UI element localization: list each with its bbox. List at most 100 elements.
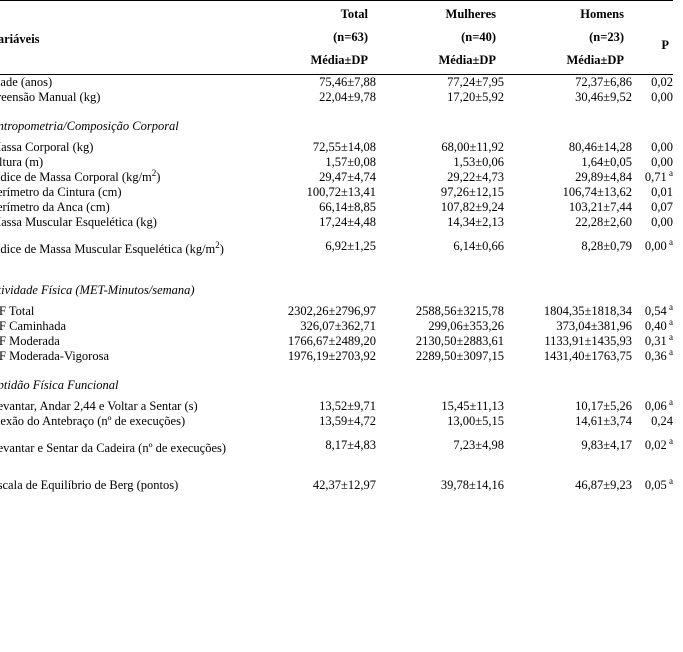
header-variaveis: Variáveis: [0, 32, 40, 47]
row-label: Idade (anos): [0, 75, 52, 89]
cell-mulheres: 14,34±2,13: [447, 215, 504, 229]
table-row: Índice de Massa Muscular Esquelética (kg…: [0, 230, 673, 269]
cell-p: 0,00: [645, 239, 667, 253]
cell-p: 0,00: [651, 90, 673, 104]
row-label: Índice de Massa Corporal (kg/m: [0, 170, 152, 184]
row-label: Massa Corporal (kg): [0, 140, 93, 154]
row-label: Altura (m): [0, 155, 43, 169]
cell-p-sup: a: [667, 475, 673, 485]
row-label: AF Moderada: [0, 334, 60, 348]
cell-p: 0,00: [651, 140, 673, 154]
cell-p-sup: a: [667, 317, 673, 327]
cell-total: 29,47±4,74: [319, 170, 376, 184]
cell-homens: 29,89±4,84: [575, 170, 632, 184]
section-row: Antropometria/Composição Corporal: [0, 105, 673, 140]
header-total-n: (n=63): [333, 30, 368, 45]
table-row: Massa Corporal (kg) 72,55±14,08 68,00±11…: [0, 140, 673, 155]
cell-total: 326,07±362,71: [300, 319, 376, 333]
cell-homens: 9,83±4,17: [581, 438, 632, 452]
header-mulheres-title: Mulheres: [446, 7, 496, 22]
section-title: Atividade Física (MET-Minutos/semana): [0, 283, 195, 297]
cell-mulheres: 15,45±11,13: [441, 399, 504, 413]
cell-mulheres: 6,14±0,66: [453, 239, 504, 253]
cell-p: 0,36: [645, 349, 667, 363]
cell-p-sup: a: [667, 168, 673, 178]
cell-mulheres: 7,23±4,98: [453, 438, 504, 452]
cell-p: 0,02: [645, 438, 667, 452]
table-row: Flexão do Antebraço (nº de execuções) 13…: [0, 414, 673, 429]
row-label: AF Total: [0, 304, 34, 318]
cell-total: 1,57±0,08: [325, 155, 376, 169]
section-title: Aptidão Física Funcional: [0, 378, 118, 392]
cell-total: 6,92±1,25: [325, 239, 376, 253]
row-label: Massa Muscular Esquelética (kg): [0, 215, 157, 229]
cell-p: 0,05: [645, 478, 667, 492]
cell-homens: 106,74±13,62: [563, 185, 632, 199]
cell-homens: 8,28±0,79: [581, 239, 632, 253]
cell-p-sup: a: [667, 302, 673, 312]
table-row: Idade (anos) 75,46±7,88 77,24±7,95 72,37…: [0, 75, 673, 91]
row-label: Perímetro da Anca (cm): [0, 200, 110, 214]
table-row: Altura (m) 1,57±0,08 1,53±0,06 1,64±0,05…: [0, 155, 673, 170]
row-label: AF Caminhada: [0, 319, 66, 333]
row-label: Flexão do Antebraço (nº de execuções): [0, 414, 185, 428]
cell-p: 0,00: [651, 215, 673, 229]
cell-mulheres: 77,24±7,95: [447, 75, 504, 89]
table-row: Índice de Massa Corporal (kg/m2) 29,47±4…: [0, 170, 673, 185]
cell-mulheres: 1,53±0,06: [453, 155, 504, 169]
cell-mulheres: 2130,50±2883,61: [416, 334, 504, 348]
cell-total: 13,52±9,71: [319, 399, 376, 413]
header-homens-title: Homens: [580, 7, 624, 22]
row-label: AF Moderada-Vigorosa: [0, 349, 109, 363]
header-mulheres-stat: Média±DP: [438, 53, 496, 68]
cell-p-sup: a: [667, 397, 673, 407]
cell-homens: 72,37±6,86: [575, 75, 632, 89]
table-row: Preensão Manual (kg) 22,04±9,78 17,20±5,…: [0, 90, 673, 105]
cell-p: 0,40: [645, 319, 667, 333]
cell-homens: 22,28±2,60: [575, 215, 632, 229]
cell-total: 2302,26±2796,97: [288, 304, 376, 318]
row-label-tail: ): [220, 242, 224, 256]
row-label-tail: ): [156, 170, 160, 184]
row-label: Levantar, Andar 2,44 e Voltar a Sentar (…: [0, 399, 198, 413]
cell-total: 8,17±4,83: [325, 438, 376, 452]
table-row: AF Moderada 1766,67±2489,20 2130,50±2883…: [0, 334, 673, 349]
cell-p: 0,24: [651, 414, 673, 428]
table-row: Massa Muscular Esquelética (kg) 17,24±4,…: [0, 215, 673, 230]
cell-total: 1976,19±2703,92: [288, 349, 376, 363]
table-row: Perímetro da Anca (cm) 66,14±8,85 107,82…: [0, 200, 673, 215]
table-row: AF Moderada-Vigorosa 1976,19±2703,92 228…: [0, 349, 673, 364]
table-row: AF Total 2302,26±2796,97 2588,56±3215,78…: [0, 304, 673, 319]
cell-p-sup: a: [667, 237, 673, 247]
cell-homens: 1,64±0,05: [581, 155, 632, 169]
cell-mulheres: 29,22±4,73: [447, 170, 504, 184]
cell-mulheres: 2588,56±3215,78: [416, 304, 504, 318]
cell-mulheres: 13,00±5,15: [447, 414, 504, 428]
cell-total: 66,14±8,85: [319, 200, 376, 214]
cell-p: 0,02: [651, 75, 673, 89]
cell-mulheres: 107,82±9,24: [441, 200, 504, 214]
table-row: Escala de Equilíbrio de Berg (pontos) 42…: [0, 469, 673, 502]
cell-mulheres: 2289,50±3097,15: [416, 349, 504, 363]
cell-total: 100,72±13,41: [307, 185, 376, 199]
cell-total: 72,55±14,08: [313, 140, 376, 154]
row-label: Perímetro da Cintura (cm): [0, 185, 122, 199]
cell-p-sup: a: [667, 436, 673, 446]
cell-homens: 46,87±9,23: [575, 478, 632, 492]
cell-total: 17,24±4,48: [319, 215, 376, 229]
section-title: Antropometria/Composição Corporal: [0, 119, 179, 133]
table-row: AF Caminhada 326,07±362,71 299,06±353,26…: [0, 319, 673, 334]
table-row: Perímetro da Cintura (cm) 100,72±13,41 9…: [0, 185, 673, 200]
row-label: Preensão Manual (kg): [0, 90, 100, 104]
cell-homens: 103,21±7,44: [569, 200, 632, 214]
cell-homens: 10,17±5,26: [575, 399, 632, 413]
cell-homens: 373,04±381,96: [556, 319, 632, 333]
table-row: Levantar e Sentar da Cadeira (nº de exec…: [0, 429, 673, 468]
row-label: Levantar e Sentar da Cadeira (nº de exec…: [0, 441, 226, 455]
cell-total: 75,46±7,88: [319, 75, 376, 89]
cell-homens: 30,46±9,52: [575, 90, 632, 104]
cell-p-sup: a: [667, 347, 673, 357]
cell-homens: 1804,35±1818,34: [544, 304, 632, 318]
cell-p: 0,54: [645, 304, 667, 318]
section-row: Aptidão Física Funcional: [0, 364, 673, 399]
